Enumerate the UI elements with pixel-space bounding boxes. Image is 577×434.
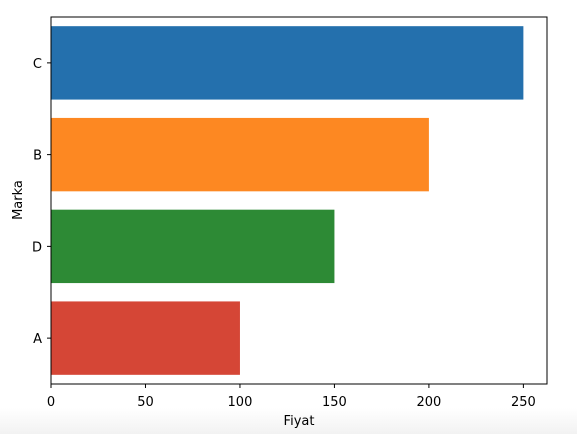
bar-A <box>51 301 240 375</box>
bar-C <box>51 26 524 100</box>
y-axis-ticks: C B D A <box>32 57 51 347</box>
x-tick-label-150: 150 <box>322 395 347 410</box>
x-axis-ticks: 0 50 100 150 200 250 <box>47 384 536 410</box>
bars-group <box>51 26 524 375</box>
x-tick-label-250: 250 <box>511 395 536 410</box>
y-tick-label-A: A <box>33 332 42 347</box>
x-axis-label: Fiyat <box>284 414 315 429</box>
y-axis-label: Marka <box>11 180 26 220</box>
y-tick-label-C: C <box>33 57 42 72</box>
x-tick-label-50: 50 <box>137 395 154 410</box>
x-tick-label-100: 100 <box>228 395 253 410</box>
y-tick-label-B: B <box>33 149 42 164</box>
window-bottom-edge <box>0 408 577 434</box>
plot-frame <box>50 16 548 385</box>
bar-D <box>51 209 335 284</box>
y-tick-label-D: D <box>32 240 42 255</box>
x-tick-label-200: 200 <box>416 395 441 410</box>
bar-B <box>51 117 429 192</box>
x-tick-label-0: 0 <box>47 395 55 410</box>
